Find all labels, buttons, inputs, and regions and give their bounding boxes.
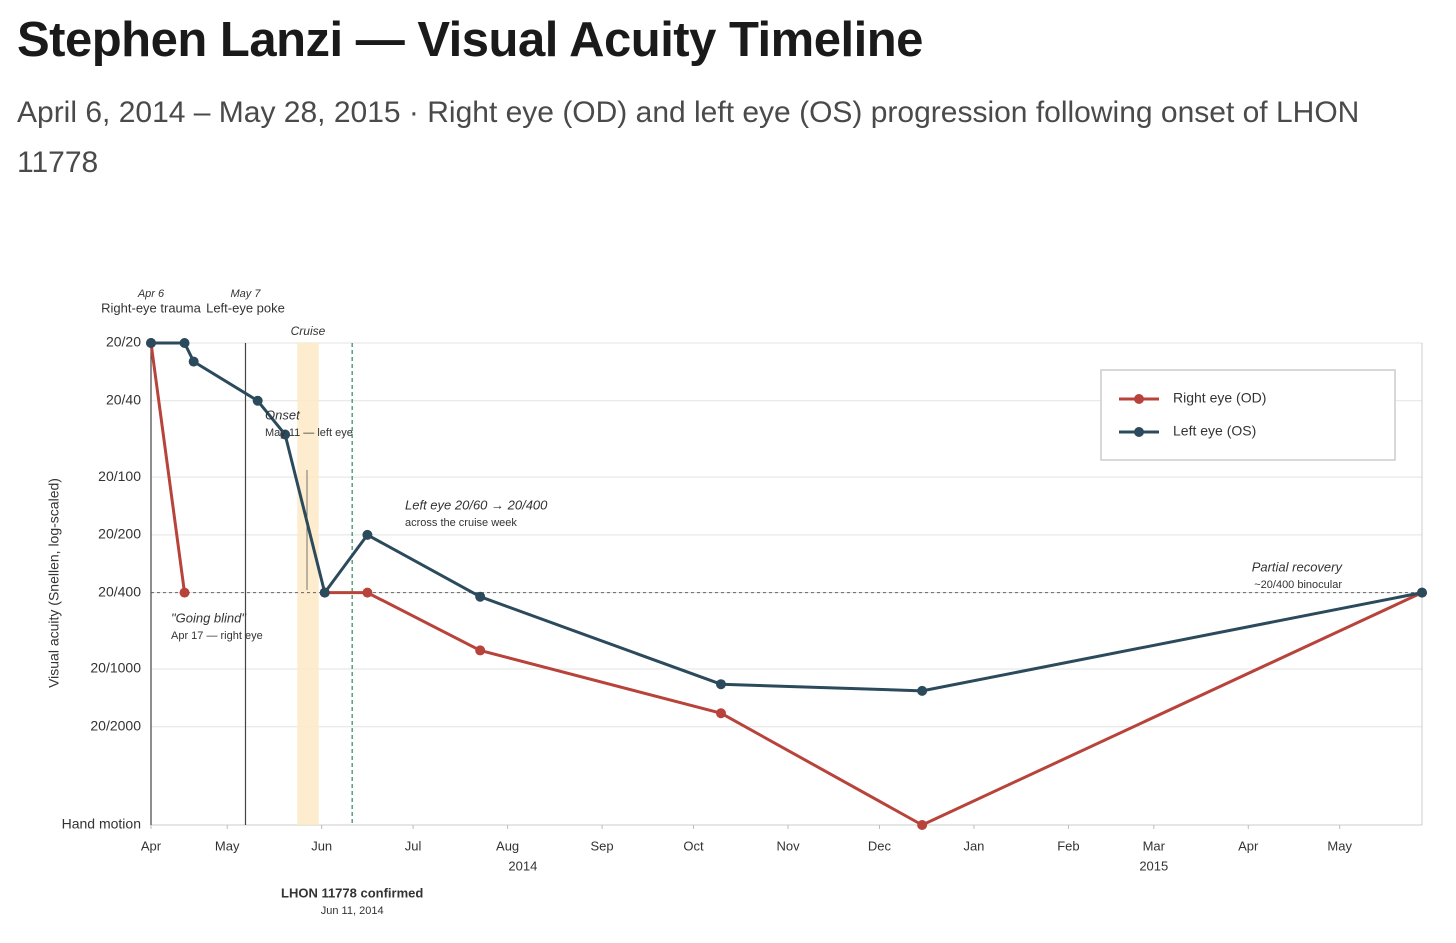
x-tick-label: Oct [683, 838, 704, 853]
legend-box [1100, 369, 1396, 461]
data-point [362, 529, 373, 540]
legend-marker [1134, 394, 1144, 404]
x-tick-label: May [1327, 838, 1352, 853]
data-point [1417, 587, 1427, 598]
y-tick-label: 20/20 [106, 334, 141, 350]
event-date: Apr 6 [137, 288, 165, 300]
x-tick-label: May [215, 838, 240, 853]
chart-subtitle: April 6, 2014 – May 28, 2015 · Right eye… [17, 96, 1360, 179]
data-point [146, 338, 156, 348]
annotation-subtext: across the cruise week [405, 517, 517, 529]
x-tick-label: Sep [591, 838, 614, 853]
data-point [715, 708, 726, 719]
x-tick-label: Jul [405, 838, 422, 853]
data-point [252, 395, 263, 406]
x-tick-label: Nov [776, 838, 800, 853]
x-year-label: 2015 [1139, 858, 1168, 873]
annotation-text: Onset [265, 407, 301, 422]
y-tick-label: 20/40 [106, 391, 141, 407]
y-tick-label: Hand motion [62, 816, 141, 832]
x-year-label: 2014 [508, 858, 537, 873]
y-tick-label: 20/200 [98, 526, 141, 542]
x-tick-label: Jun [311, 838, 332, 853]
annotation-subtext: May 11 — left eye [265, 427, 353, 439]
event-date: May 7 [231, 288, 262, 300]
data-point [188, 356, 199, 367]
y-tick-label: 20/1000 [90, 660, 141, 676]
x-tick-label: Feb [1057, 838, 1079, 853]
x-tick-label: Mar [1143, 838, 1166, 853]
x-tick-label: Dec [868, 838, 892, 853]
data-point [319, 587, 330, 598]
data-point [917, 685, 928, 696]
annotation-subtext: Apr 17 — right eye [171, 630, 263, 642]
event-date: Jun 11, 2014 [321, 905, 384, 917]
annotation-text: Left eye 20/60 → 20/400 [405, 497, 548, 512]
y-axis-label: Visual acuity (Snellen, log-scaled) [46, 478, 62, 688]
data-point [280, 429, 291, 440]
y-tick-label: 20/100 [98, 468, 141, 484]
x-tick-label: Aug [496, 838, 519, 853]
legend-label: Right eye (OD) [1173, 390, 1266, 406]
event-label: Left-eye poke [206, 300, 285, 315]
chart-title: Stephen Lanzi — Visual Acuity Timeline [17, 13, 923, 67]
y-tick-label: 20/400 [98, 583, 141, 599]
cruise-band [297, 343, 319, 825]
data-point [715, 679, 726, 690]
y-tick-label: 20/2000 [90, 717, 141, 733]
legend-label: Left eye (OS) [1173, 423, 1256, 439]
annotation-text: "Going blind" [171, 610, 247, 625]
data-point [475, 591, 486, 602]
data-point [179, 338, 190, 348]
data-point [362, 587, 373, 598]
data-point [179, 587, 190, 598]
legend-marker [1134, 427, 1144, 437]
x-tick-label: Jan [963, 838, 984, 853]
event-label: LHON 11778 confirmed [281, 885, 423, 900]
annotation-text: Partial recovery [1252, 559, 1344, 574]
event-label: Right-eye trauma [101, 300, 201, 315]
data-point [475, 645, 486, 656]
legend: Right eye (OD) Left eye (OS) [1100, 369, 1396, 461]
x-tick-label: Apr [1238, 838, 1259, 853]
cruise-label: Cruise [291, 324, 326, 338]
series-line [149, 342, 1423, 827]
annotation-subtext: ~20/400 binocular [1254, 579, 1342, 591]
data-point [917, 820, 928, 830]
x-tick-label: Apr [141, 838, 162, 853]
